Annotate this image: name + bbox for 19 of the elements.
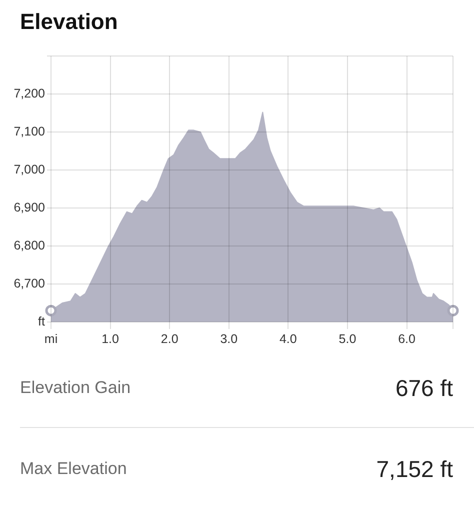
- text: Elevation Gain: [20, 378, 131, 398]
- y-tick-label: 6,800: [14, 238, 46, 252]
- y-tick-label: 7,200: [14, 86, 46, 100]
- y-tick-label: 6,700: [14, 276, 46, 290]
- text: 7,152 ft: [376, 456, 453, 482]
- chart-title: Elevation: [20, 9, 118, 35]
- x-tick-label: 6.0: [398, 332, 416, 346]
- x-tick-label: 1.0: [102, 332, 120, 346]
- x-tick-label: mi: [44, 332, 58, 346]
- text: 676 ft: [395, 374, 453, 402]
- y-tick-label: ft: [38, 314, 46, 328]
- x-tick-label: 5.0: [338, 332, 356, 346]
- text: Max Elevation: [20, 459, 127, 479]
- x-tick-label: 4.0: [279, 332, 297, 346]
- y-tick-label: 6,900: [14, 200, 46, 214]
- x-tick-label: 2.0: [160, 332, 178, 346]
- y-tick-label: 7,100: [14, 124, 46, 138]
- y-tick-label: 7,000: [14, 162, 46, 176]
- x-tick-label: 3.0: [220, 332, 238, 346]
